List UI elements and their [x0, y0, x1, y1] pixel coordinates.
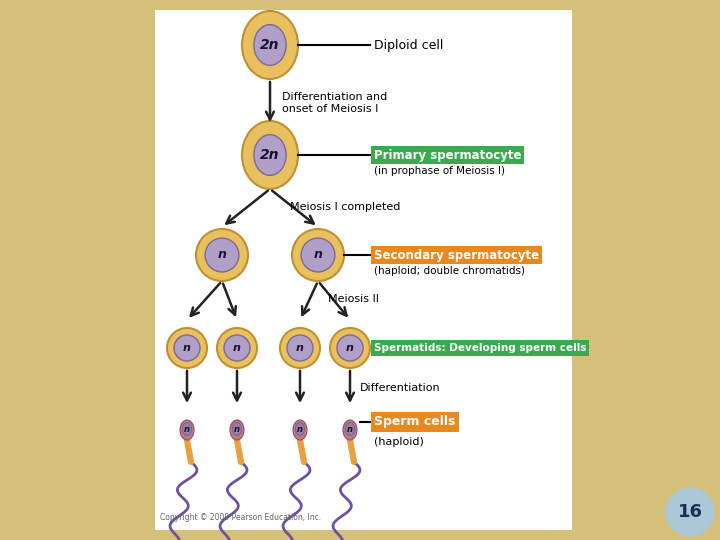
Text: 2n: 2n: [260, 38, 280, 52]
Text: n: n: [297, 424, 303, 434]
Ellipse shape: [293, 420, 307, 440]
Text: 2n: 2n: [260, 148, 280, 162]
Text: n: n: [183, 343, 191, 353]
Text: Spermatids: Developing sperm cells: Spermatids: Developing sperm cells: [374, 343, 587, 353]
Text: n: n: [347, 424, 353, 434]
Ellipse shape: [233, 422, 241, 435]
Text: Sperm cells: Sperm cells: [374, 415, 455, 429]
Text: (haploid): (haploid): [374, 437, 424, 447]
Text: Meiosis I completed: Meiosis I completed: [290, 202, 400, 212]
Text: n: n: [314, 248, 323, 261]
Text: Differentiation and
onset of Meiosis I: Differentiation and onset of Meiosis I: [282, 92, 387, 114]
Ellipse shape: [174, 335, 200, 361]
Text: n: n: [234, 424, 240, 434]
Text: Differentiation: Differentiation: [360, 383, 441, 393]
Ellipse shape: [280, 328, 320, 368]
Ellipse shape: [182, 422, 192, 435]
Text: Diploid cell: Diploid cell: [374, 38, 444, 51]
Text: Secondary spermatocyte: Secondary spermatocyte: [374, 248, 539, 261]
Ellipse shape: [337, 335, 363, 361]
Ellipse shape: [224, 335, 250, 361]
Ellipse shape: [292, 229, 344, 281]
Ellipse shape: [217, 328, 257, 368]
Text: (haploid; double chromatids): (haploid; double chromatids): [374, 266, 525, 276]
Ellipse shape: [330, 328, 370, 368]
Ellipse shape: [254, 134, 286, 176]
Text: n: n: [296, 343, 304, 353]
Text: n: n: [184, 424, 190, 434]
Ellipse shape: [167, 328, 207, 368]
Text: n: n: [233, 343, 241, 353]
Text: Meiosis II: Meiosis II: [328, 294, 379, 304]
Ellipse shape: [205, 238, 239, 272]
Ellipse shape: [295, 422, 305, 435]
Text: Primary spermatocyte: Primary spermatocyte: [374, 148, 521, 161]
Text: 16: 16: [678, 503, 703, 521]
Ellipse shape: [242, 11, 298, 79]
Text: n: n: [217, 248, 226, 261]
Ellipse shape: [180, 420, 194, 440]
Ellipse shape: [301, 238, 335, 272]
Ellipse shape: [287, 335, 313, 361]
Bar: [155, 10, 572, 530]
Text: Copyright © 2009 Pearson Education, Inc.: Copyright © 2009 Pearson Education, Inc.: [160, 513, 321, 522]
Circle shape: [666, 488, 714, 536]
Text: n: n: [346, 343, 354, 353]
Ellipse shape: [196, 229, 248, 281]
Text: (in prophase of Meiosis I): (in prophase of Meiosis I): [374, 166, 505, 176]
Ellipse shape: [254, 25, 286, 65]
Ellipse shape: [242, 121, 298, 189]
Ellipse shape: [346, 422, 354, 435]
Ellipse shape: [343, 420, 357, 440]
Ellipse shape: [230, 420, 244, 440]
